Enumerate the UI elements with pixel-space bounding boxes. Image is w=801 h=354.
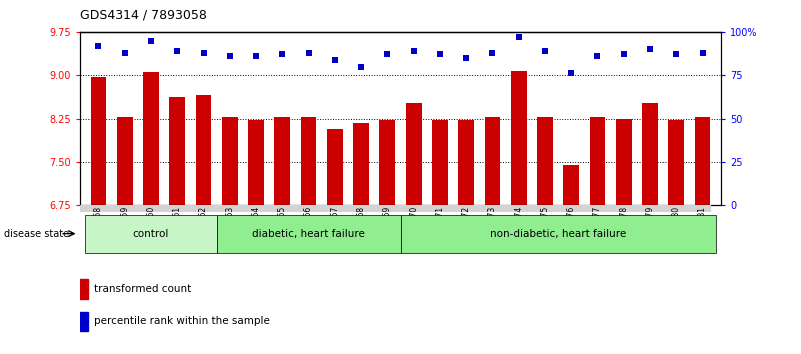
Text: GSM662180: GSM662180	[672, 206, 681, 252]
Bar	[668, 120, 684, 205]
Point	[696, 50, 709, 56]
Point	[355, 64, 368, 69]
Text: GDS4314 / 7893058: GDS4314 / 7893058	[80, 8, 207, 21]
Bar	[380, 120, 395, 205]
Point	[591, 53, 604, 59]
Bar	[91, 77, 107, 205]
Text: GSM662178: GSM662178	[619, 206, 628, 252]
Text: GSM662159: GSM662159	[120, 206, 129, 252]
Text: control: control	[133, 229, 169, 239]
Text: GSM662176: GSM662176	[566, 206, 576, 252]
Bar	[432, 120, 448, 205]
Bar	[86, 215, 216, 253]
Bar	[169, 97, 185, 205]
Bar	[458, 120, 474, 205]
Bar	[195, 96, 211, 205]
Text: non-diabetic, heart failure: non-diabetic, heart failure	[490, 229, 626, 239]
Text: percentile rank within the sample: percentile rank within the sample	[95, 316, 270, 326]
Point	[145, 38, 158, 44]
Point	[302, 50, 315, 56]
Point	[197, 50, 210, 56]
Point	[171, 48, 183, 54]
Bar	[143, 72, 159, 205]
Point	[565, 71, 578, 76]
Text: GSM662167: GSM662167	[330, 206, 340, 252]
Bar	[642, 103, 658, 205]
Text: GSM662169: GSM662169	[383, 206, 392, 252]
Bar	[300, 117, 316, 205]
Text: GSM662181: GSM662181	[698, 206, 707, 252]
Bar	[511, 70, 526, 205]
Text: GSM662177: GSM662177	[593, 206, 602, 252]
Text: GSM662165: GSM662165	[278, 206, 287, 252]
Text: transformed count: transformed count	[95, 284, 191, 294]
Point	[381, 52, 394, 57]
Point	[407, 48, 420, 54]
Bar	[590, 118, 606, 205]
Text: GSM662158: GSM662158	[94, 206, 103, 252]
Point	[643, 46, 656, 52]
Bar	[400, 215, 715, 253]
Text: GSM662168: GSM662168	[356, 206, 365, 252]
Text: GSM662161: GSM662161	[173, 206, 182, 252]
Text: GSM662175: GSM662175	[541, 206, 549, 252]
Text: diabetic, heart failure: diabetic, heart failure	[252, 229, 365, 239]
Point	[618, 52, 630, 57]
Point	[538, 48, 551, 54]
Bar	[353, 122, 369, 205]
Bar	[563, 165, 579, 205]
Bar	[80, 312, 88, 331]
Text: GSM662174: GSM662174	[514, 206, 523, 252]
Text: GSM662179: GSM662179	[646, 206, 654, 252]
Point	[276, 52, 288, 57]
Bar	[485, 117, 501, 205]
Point	[460, 55, 473, 61]
Text: GSM662170: GSM662170	[409, 206, 418, 252]
Text: GSM662171: GSM662171	[436, 206, 445, 252]
Point	[119, 50, 131, 56]
Point	[486, 50, 499, 56]
Text: GSM662162: GSM662162	[199, 206, 208, 252]
Point	[92, 43, 105, 48]
Point	[513, 34, 525, 40]
Text: GSM662166: GSM662166	[304, 206, 313, 252]
Bar	[222, 118, 238, 205]
Point	[670, 52, 682, 57]
Bar	[216, 215, 400, 253]
Bar	[537, 117, 553, 205]
Bar	[117, 118, 133, 205]
Bar	[694, 117, 710, 205]
Point	[223, 53, 236, 59]
Bar	[406, 103, 421, 205]
Bar	[616, 119, 632, 205]
Bar	[327, 129, 343, 205]
Point	[250, 53, 263, 59]
Text: GSM662164: GSM662164	[252, 206, 260, 252]
Point	[328, 57, 341, 62]
Text: disease state: disease state	[4, 229, 69, 239]
Bar	[275, 117, 290, 205]
Text: GSM662163: GSM662163	[225, 206, 235, 252]
Text: GSM662172: GSM662172	[461, 206, 471, 252]
Text: GSM662160: GSM662160	[147, 206, 155, 252]
Bar	[248, 120, 264, 205]
Bar	[80, 279, 88, 299]
Text: GSM662173: GSM662173	[488, 206, 497, 252]
Point	[433, 52, 446, 57]
